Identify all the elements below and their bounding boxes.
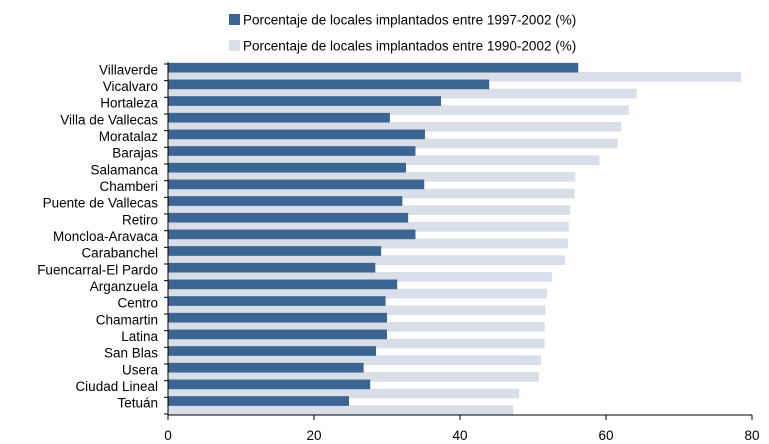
category-label-san-blas: San Blas [104,346,158,361]
category-label-villaverde: Villaverde [99,62,158,77]
legend-label-2: Porcentaje de locales implantados entre … [243,39,576,54]
bars [168,62,742,415]
bar-1990-2002-retiro [168,222,569,232]
category-label-usera: Usera [122,362,159,377]
bar-1990-2002-barajas [168,155,600,165]
bar-1990-2002-hortaleza [168,105,629,115]
bar-1997-2002-moratalaz [168,129,425,140]
bar-1997-2002-puente-de-vallecas [168,196,403,206]
bar-1990-2002-chamartin [168,322,545,332]
category-label-fuencarral-el-pardo: Fuencarral-El Pardo [37,262,158,277]
category-label-hortaleza: Hortaleza [100,96,158,111]
category-label-centro: Centro [117,296,158,311]
category-label-chamartin: Chamartin [96,312,158,327]
bar-1990-2002-chamberi [168,188,575,199]
bar-1997-2002-ciudad-lineal [168,379,371,390]
bar-1990-2002-latina [168,338,545,349]
bar-1990-2002-carabanchel [168,255,566,265]
category-label-latina: Latina [121,329,158,344]
bar-1990-2002-salamanca [168,172,576,182]
category-label-chamberi: Chamberi [99,179,158,194]
bar-1997-2002-hortaleza [168,96,442,106]
x-ticks: 0 20 40 60 80 [164,415,760,443]
bar-1990-2002-tetu-n [168,405,514,415]
bar-1997-2002-fuencarral-el-pardo [168,262,376,273]
bar-1990-2002-moncloa-aravaca [168,238,569,249]
category-label-arganzuela: Arganzuela [90,279,159,294]
category-label-salamanca: Salamanca [90,162,158,177]
category-label-barajas: Barajas [112,146,158,161]
bar-1997-2002-chamartin [168,312,387,323]
x-tick-label-20: 20 [306,428,321,443]
bar-1997-2002-villaverde [168,62,579,73]
legend-swatch-1 [229,14,240,25]
bar-1997-2002-moncloa-aravaca [168,229,416,240]
bar-1990-2002-usera [168,372,539,382]
category-label-tetu-n: Tetuán [117,396,158,411]
bar-1997-2002-chamberi [168,179,425,190]
category-label-moratalaz: Moratalaz [99,129,159,144]
bar-1997-2002-retiro [168,212,409,223]
bar-1997-2002-arganzuela [168,279,398,290]
bar-1997-2002-carabanchel [168,246,382,256]
x-tick-label-0: 0 [164,428,172,443]
x-tick-label-80: 80 [744,428,759,443]
bar-1990-2002-ciudad-lineal [168,388,520,399]
legend: Porcentaje de locales implantados entre … [229,13,576,54]
bar-1990-2002-centro [168,305,546,315]
bar-1990-2002-fuencarral-el-pardo [168,272,552,282]
legend-label-1: Porcentaje de locales implantados entre … [243,13,576,28]
bar-1990-2002-san-blas [168,355,542,365]
x-tick-label-60: 60 [598,428,613,443]
bar-1997-2002-vicalvaro [168,79,490,90]
category-label-carabanchel: Carabanchel [81,246,158,261]
category-label-vicalvaro: Vicalvaro [103,79,158,94]
bar-1997-2002-centro [168,296,386,306]
category-label-villa-de-vallecas: Villa de Vallecas [60,112,158,127]
bar-1997-2002-tetu-n [168,396,350,406]
bar-1997-2002-salamanca [168,162,406,173]
x-tick-label-40: 40 [452,428,467,443]
bar-1990-2002-moratalaz [168,138,618,149]
bar-1997-2002-barajas [168,146,416,156]
category-label-ciudad-lineal: Ciudad Lineal [75,379,158,394]
bar-1997-2002-usera [168,362,364,373]
bar-1997-2002-latina [168,329,387,340]
category-label-puente-de-vallecas: Puente de Vallecas [43,196,159,211]
legend-swatch-2 [229,40,240,51]
bar-1997-2002-villa-de-vallecas [168,112,390,123]
bar-1997-2002-san-blas [168,346,377,356]
bar-1990-2002-arganzuela [168,288,547,299]
category-label-moncloa-aravaca: Moncloa-Aravaca [53,229,159,244]
bar-1990-2002-vicalvaro [168,88,637,99]
bar-1990-2002-villaverde [168,72,742,82]
bar-1990-2002-puente-de-vallecas [168,205,571,215]
category-label-retiro: Retiro [122,212,158,227]
bar-1990-2002-villa-de-vallecas [168,122,622,132]
